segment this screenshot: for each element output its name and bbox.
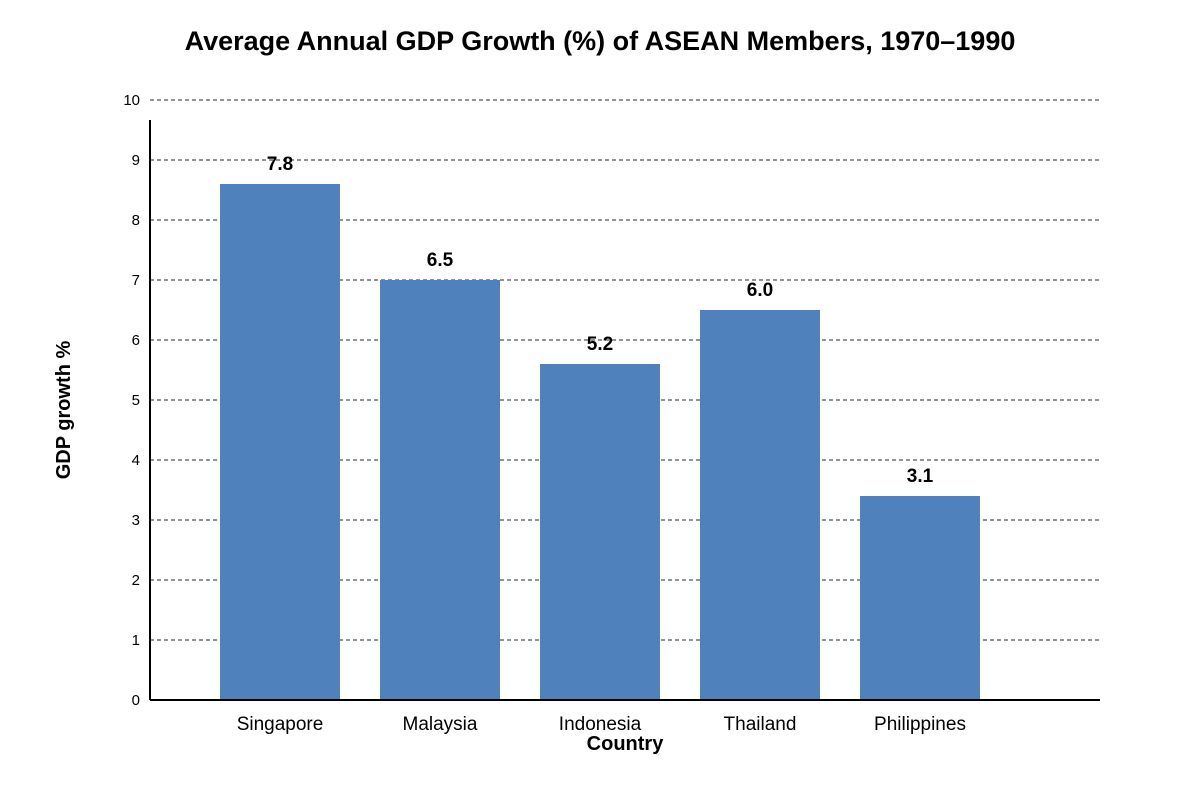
chart-title: Average Annual GDP Growth (%) of ASEAN M… <box>185 26 1016 56</box>
y-tick-label: 10 <box>123 92 140 109</box>
x-tick-label: Thailand <box>724 714 797 735</box>
bar-singapore <box>220 184 340 700</box>
data-labels: 7.8 6.5 5.2 6.0 3.1 <box>267 154 934 487</box>
x-tick-label: Philippines <box>874 714 966 735</box>
x-tick-label: Malaysia <box>403 714 478 735</box>
data-label: 3.1 <box>907 466 934 487</box>
y-axis-label: GDP growth % <box>53 341 75 480</box>
bar-indonesia <box>540 364 660 700</box>
data-label: 5.2 <box>587 334 613 355</box>
data-label: 6.5 <box>427 250 454 271</box>
y-tick-label: 1 <box>132 632 140 649</box>
x-axis-label: Country <box>587 733 665 755</box>
data-label: 6.0 <box>747 280 773 301</box>
y-tick-label: 6 <box>132 332 140 349</box>
y-axis-ticks: 0 1 2 3 4 5 6 7 8 9 10 <box>123 92 140 709</box>
y-tick-label: 2 <box>132 572 140 589</box>
y-tick-label: 7 <box>132 272 140 289</box>
y-tick-label: 9 <box>132 152 140 169</box>
x-axis-ticks: Singapore Malaysia Indonesia Thailand Philip… <box>237 714 966 735</box>
bar-malaysia <box>380 280 500 700</box>
bar-philippines <box>860 496 980 700</box>
bar-thailand <box>700 310 820 700</box>
y-tick-label: 0 <box>132 692 140 709</box>
x-tick-label: Indonesia <box>559 714 642 735</box>
data-label: 7.8 <box>267 154 293 175</box>
y-tick-label: 8 <box>132 212 140 229</box>
y-tick-label: 4 <box>132 452 140 469</box>
bars <box>220 184 980 700</box>
y-tick-label: 5 <box>132 392 140 409</box>
y-tick-label: 3 <box>132 512 140 529</box>
x-tick-label: Singapore <box>237 714 324 735</box>
